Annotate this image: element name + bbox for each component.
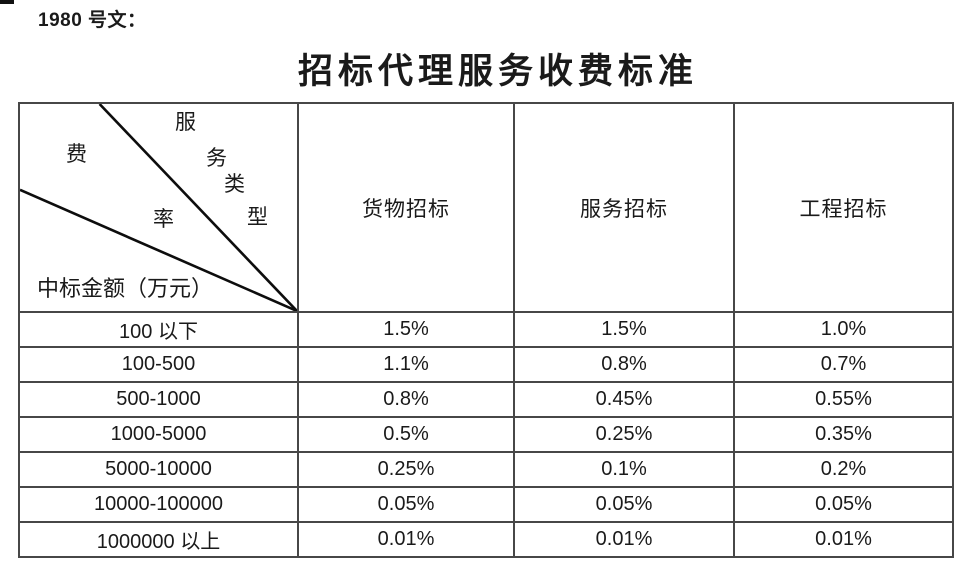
- row-label: 1000000 以上: [18, 521, 299, 558]
- row-label: 500-1000: [18, 381, 299, 418]
- fee-cell: 1.0%: [733, 311, 954, 348]
- table-row: 1000000 以上 0.01% 0.01% 0.01%: [18, 521, 954, 558]
- scan-artifact: [0, 0, 14, 4]
- page-title: 招标代理服务收费标准: [297, 52, 698, 91]
- fee-cell: 1.5%: [297, 311, 515, 348]
- fee-cell: 0.01%: [513, 521, 735, 558]
- fee-cell: 0.7%: [733, 346, 954, 383]
- row-label: 5000-10000: [18, 451, 299, 488]
- fee-cell: 0.35%: [733, 416, 954, 453]
- column-header-service: 服务招标: [513, 102, 735, 313]
- column-header-goods: 货物招标: [297, 102, 515, 313]
- table-row: 1000-5000 0.5% 0.25% 0.35%: [18, 416, 954, 453]
- row-label: 1000-5000: [18, 416, 299, 453]
- bid-amount-axis-label: 中标金额（万元）: [37, 276, 214, 301]
- fee-cell: 0.05%: [297, 486, 515, 523]
- table-row: 100-500 1.1% 0.8% 0.7%: [18, 346, 954, 383]
- fee-cell: 0.1%: [513, 451, 735, 488]
- service-type-char-3: 类: [224, 172, 245, 196]
- fee-cell: 0.25%: [513, 416, 735, 453]
- fee-cell: 0.8%: [297, 381, 515, 418]
- service-type-char-1: 服: [175, 110, 196, 134]
- row-label: 100-500: [18, 346, 299, 383]
- row-label: 100 以下: [18, 311, 299, 348]
- doc-number-label: 1980 号文：: [38, 10, 147, 31]
- fee-cell: 0.25%: [297, 451, 515, 488]
- fee-cell: 0.01%: [297, 521, 515, 558]
- row-label: 10000-100000: [18, 486, 299, 523]
- fee-cell: 0.05%: [733, 486, 954, 523]
- diagonal-corner-cell: 服 务 类 型 费 率 中标金额（万元）: [18, 102, 299, 313]
- fee-cell: 0.05%: [513, 486, 735, 523]
- service-type-char-4: 型: [247, 205, 268, 229]
- fee-cell: 0.5%: [297, 416, 515, 453]
- table-header-row: 服 务 类 型 费 率 中标金额（万元） 货物招标 服务招标 工程招标: [18, 102, 954, 313]
- service-type-char-2: 务: [206, 146, 227, 170]
- fee-cell: 0.55%: [733, 381, 954, 418]
- diagonal-lines-graphic: [21, 105, 296, 310]
- fee-cell: 1.1%: [297, 346, 515, 383]
- column-header-engineering: 工程招标: [733, 102, 954, 313]
- fee-cell: 0.01%: [733, 521, 954, 558]
- fee-cell: 0.8%: [513, 346, 735, 383]
- table-row: 100 以下 1.5% 1.5% 1.0%: [18, 311, 954, 348]
- fee-rate-char-2: 率: [153, 207, 174, 231]
- fee-cell: 1.5%: [513, 311, 735, 348]
- fee-cell: 0.45%: [513, 381, 735, 418]
- table-row: 500-1000 0.8% 0.45% 0.55%: [18, 381, 954, 418]
- fee-rate-char-1: 费: [66, 142, 87, 166]
- table-row: 10000-100000 0.05% 0.05% 0.05%: [18, 486, 954, 523]
- table-row: 5000-10000 0.25% 0.1% 0.2%: [18, 451, 954, 488]
- fee-standard-table: 服 务 类 型 费 率 中标金额（万元） 货物招标 服务招标 工程招标 100 …: [18, 102, 954, 558]
- fee-cell: 0.2%: [733, 451, 954, 488]
